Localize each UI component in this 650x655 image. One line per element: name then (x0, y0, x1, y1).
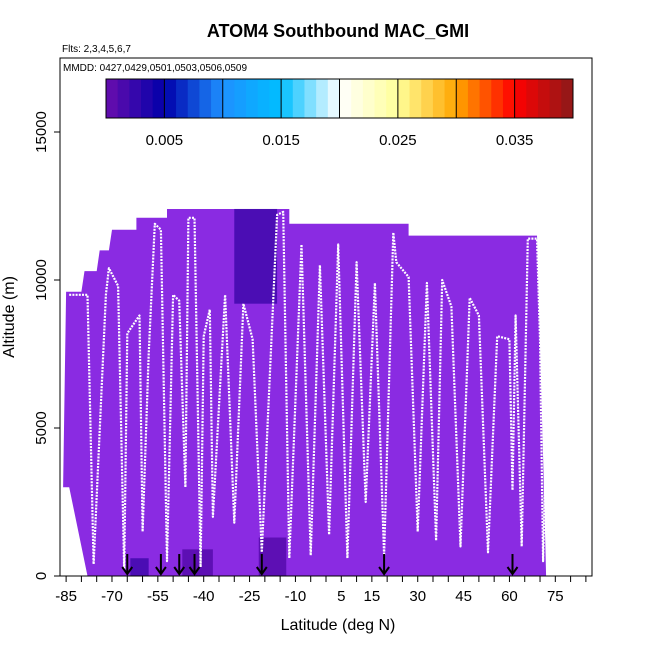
colorbar-cell (129, 79, 142, 118)
low-value-patch (258, 537, 287, 576)
colorbar-cell (316, 79, 329, 118)
chart-title: ATOM4 Southbound MAC_GMI (207, 21, 469, 41)
y-tick-label: 15000 (33, 111, 50, 153)
colorbar-cell (292, 79, 305, 118)
flight-track-line (69, 210, 548, 572)
x-axis-label: Latitude (deg N) (281, 617, 396, 634)
x-tick-label: 30 (409, 588, 426, 605)
x-tick-label: -85 (55, 588, 77, 605)
colorbar-cell (514, 79, 527, 118)
colorbar-cell (164, 79, 177, 118)
colorbar-cell (444, 79, 457, 118)
dates-label: MMDD: 0427,0429,0501,0503,0506,0509 (63, 63, 247, 74)
colorbar-cell (176, 79, 189, 118)
colorbar-cell (141, 79, 154, 118)
colorbar-cell (246, 79, 259, 118)
y-tick-label: 0 (33, 572, 50, 580)
profile-arrow-head (173, 566, 186, 576)
colorbar-cell (456, 79, 469, 118)
colorbar-cell (432, 79, 446, 118)
colorbar-cell (351, 79, 364, 118)
colorbar-tick-label: 0.015 (262, 132, 300, 149)
colorbar-cell (502, 79, 516, 118)
profile-arrow-head (255, 566, 268, 576)
plot-area (63, 208, 548, 576)
colorbar-cell (234, 79, 247, 118)
colorbar-cell (549, 79, 562, 118)
colorbar-frame (105, 78, 574, 119)
y-axis-label: Altitude (m) (1, 276, 18, 358)
y-tick-label: 5000 (33, 411, 50, 444)
x-tick-label: -10 (285, 588, 307, 605)
colorbar-cell (362, 79, 376, 118)
colorbar-tick-label: 0.025 (379, 132, 417, 149)
low-value-patch (182, 549, 213, 576)
colorbar-cell (374, 79, 387, 118)
colorbar-cell (106, 79, 119, 118)
colorbar-cell (409, 79, 422, 118)
colorbar-cell (152, 79, 165, 118)
x-tick-label: -55 (147, 588, 169, 605)
colorbar-cell (211, 79, 224, 118)
profile-arrow-head (506, 566, 519, 576)
profile-arrow-head (188, 566, 201, 576)
colorbar-cell (386, 79, 399, 118)
flights-label: Flts: 2,3,4,5,6,7 (62, 44, 131, 55)
profile-arrow-head (121, 566, 134, 576)
colorbar-cell (479, 79, 492, 118)
colorbar-cell (222, 79, 235, 118)
colorbar-cell (526, 79, 539, 118)
colorbar-cell (467, 79, 481, 118)
colorbar-tick-label: 0.035 (496, 132, 534, 149)
profile-arrow-head (155, 566, 167, 576)
colorbar-cell (537, 79, 551, 118)
x-tick-label: 5 (337, 588, 345, 605)
x-tick-label: -40 (193, 588, 215, 605)
colorbar-tick-label: 0.005 (146, 132, 184, 149)
x-tick-label: 60 (501, 588, 518, 605)
low-value-patch (130, 558, 149, 576)
colorbar: 0.005 0.015 0.025 0.035 (105, 78, 574, 149)
colorbar-cell (199, 79, 212, 118)
profile-arrow-head (378, 566, 390, 576)
colorbar-cell (304, 79, 317, 118)
colorbar-cell (117, 79, 130, 118)
x-tick-label: -70 (101, 588, 123, 605)
x-tick-label: 15 (364, 588, 381, 605)
colorbar-cell (339, 79, 352, 118)
y-axis: 0 5000 10000 15000 (33, 111, 60, 580)
data-field (63, 209, 547, 576)
colorbar-cell (187, 79, 200, 118)
y-tick-label: 10000 (33, 259, 50, 301)
colorbar-cell (421, 79, 434, 118)
colorbar-cell (269, 79, 282, 118)
colorbar-cell (397, 79, 411, 118)
x-axis: -85 -70 -55 -40 -25 -10 5 15 30 45 60 75 (55, 576, 587, 605)
low-value-patch (234, 208, 278, 304)
colorbar-cell (327, 79, 340, 118)
colorbar-cell (257, 79, 270, 118)
colorbar-cell (491, 79, 504, 118)
x-tick-label: 75 (547, 588, 564, 605)
x-tick-label: -25 (239, 588, 261, 605)
colorbar-cell (561, 79, 574, 118)
x-tick-label: 45 (455, 588, 472, 605)
colorbar-cell (281, 79, 294, 118)
